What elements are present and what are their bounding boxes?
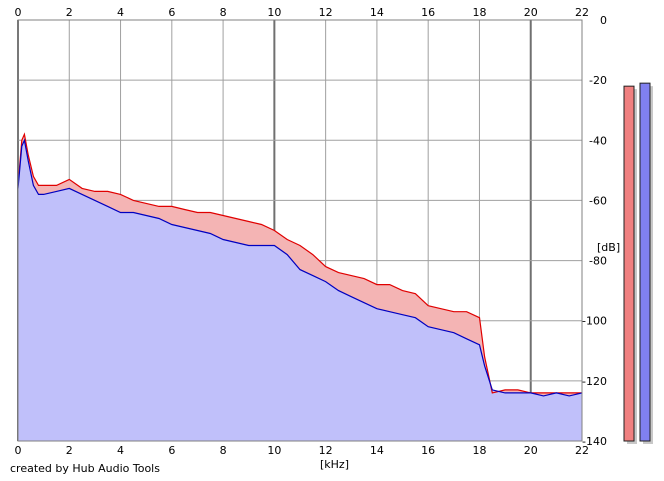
x-tick-label-bottom: 4 bbox=[117, 444, 124, 457]
x-tick-label-bottom: 10 bbox=[267, 444, 281, 457]
x-tick-label-top: 6 bbox=[168, 6, 175, 19]
spectrum-lines bbox=[17, 132, 583, 397]
x-tick-label-top: 2 bbox=[66, 6, 73, 19]
x-axis-label: [kHz] bbox=[320, 458, 349, 471]
x-tick-label-bottom: 20 bbox=[524, 444, 538, 457]
series-area-blue bbox=[18, 140, 582, 442]
x-tick-label-top: 12 bbox=[319, 6, 333, 19]
plot-frame bbox=[17, 19, 583, 442]
x-tick-label-bottom: 12 bbox=[319, 444, 333, 457]
series-line-blue bbox=[17, 138, 583, 397]
x-tick-labels-bottom: 0 2 4 6 8 10 12 14 16 18 20 22 bbox=[15, 444, 590, 457]
y-tick-label: -120 bbox=[582, 375, 607, 388]
level-meter-red bbox=[623, 85, 635, 442]
y-axis-label: [dB] bbox=[597, 241, 620, 254]
y-tick-label: 0 bbox=[600, 14, 607, 27]
x-tick-label-bottom: 22 bbox=[575, 444, 589, 457]
x-tick-label-top: 10 bbox=[267, 6, 281, 19]
x-tick-label-bottom: 0 bbox=[15, 444, 22, 457]
x-tick-label-bottom: 16 bbox=[421, 444, 435, 457]
x-tick-label-top: 20 bbox=[524, 6, 538, 19]
x-tick-label-top: 18 bbox=[472, 6, 486, 19]
channel-level-meters bbox=[623, 82, 653, 445]
level-meter-blue bbox=[639, 82, 651, 442]
y-tick-label: -100 bbox=[582, 315, 607, 328]
credit-text: created by Hub Audio Tools bbox=[10, 462, 160, 475]
x-tick-label-bottom: 6 bbox=[168, 444, 175, 457]
x-tick-label-bottom: 2 bbox=[66, 444, 73, 457]
x-tick-label-top: 4 bbox=[117, 6, 124, 19]
x-tick-label-top: 0 bbox=[15, 6, 22, 19]
x-tick-label-top: 22 bbox=[575, 6, 589, 19]
y-tick-label: -40 bbox=[589, 134, 607, 147]
y-tick-labels: 0 -20 -40 -60 -80 -100 -120 -140 bbox=[582, 14, 607, 448]
x-tick-label-bottom: 14 bbox=[370, 444, 384, 457]
series-line-red bbox=[17, 132, 582, 394]
y-tick-label: -60 bbox=[589, 194, 607, 207]
x-tick-label-top: 16 bbox=[421, 6, 435, 19]
y-tick-label: -80 bbox=[589, 255, 607, 268]
x-tick-label-top: 8 bbox=[220, 6, 227, 19]
x-tick-label-top: 14 bbox=[370, 6, 384, 19]
x-tick-label-bottom: 18 bbox=[472, 444, 486, 457]
y-tick-label: -140 bbox=[582, 435, 607, 448]
x-tick-labels-top: 0 2 4 6 8 10 12 14 16 18 20 22 bbox=[15, 6, 590, 19]
y-tick-label: -20 bbox=[589, 74, 607, 87]
x-tick-label-bottom: 8 bbox=[220, 444, 227, 457]
spectrum-areas bbox=[18, 134, 582, 442]
